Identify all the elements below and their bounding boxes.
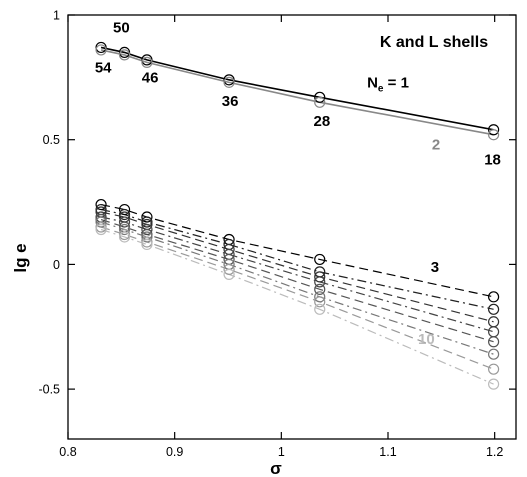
data-point bbox=[95, 223, 107, 236]
data-point bbox=[141, 211, 153, 223]
series-line-1 bbox=[100, 46, 494, 131]
series-line-6 bbox=[100, 216, 494, 333]
x-tick-label: 1.1 bbox=[379, 445, 396, 459]
data-point bbox=[314, 91, 326, 103]
y-tick-label: 0 bbox=[53, 258, 60, 272]
data-point bbox=[141, 231, 153, 243]
annotation-label: 50 bbox=[113, 19, 130, 36]
series-line-8 bbox=[100, 221, 494, 355]
annotation-label: 36 bbox=[222, 93, 239, 110]
x-axis-title: σ bbox=[270, 459, 282, 477]
data-point bbox=[314, 271, 326, 283]
x-tick-label: 0.8 bbox=[59, 445, 76, 459]
data-point bbox=[314, 296, 326, 308]
data-point bbox=[118, 203, 131, 216]
ticks-layer: 0.8 0.9 1 1.1 1.2 -0.5 0 0.5 1 bbox=[38, 9, 516, 459]
data-point bbox=[223, 263, 235, 275]
plot-frame bbox=[67, 14, 517, 440]
data-point bbox=[95, 44, 107, 56]
data-point bbox=[488, 326, 500, 338]
data-point bbox=[95, 216, 107, 228]
annotation-label: 3 bbox=[431, 259, 439, 276]
x-tick-label: 1.2 bbox=[486, 445, 503, 459]
data-point bbox=[488, 124, 500, 136]
data-point bbox=[314, 253, 326, 266]
y-tick-label: 0.5 bbox=[43, 133, 60, 147]
annotation-label: 54 bbox=[95, 59, 112, 76]
data-point bbox=[223, 76, 235, 88]
series-line-2 bbox=[100, 49, 494, 136]
data-point bbox=[141, 238, 153, 251]
series-line-7 bbox=[100, 218, 494, 343]
data-point bbox=[488, 291, 500, 303]
x-tick-label: 1 bbox=[278, 445, 285, 459]
annotation-label: 2 bbox=[432, 137, 440, 154]
series-line-3 bbox=[100, 203, 494, 298]
series-line-10 bbox=[100, 228, 494, 385]
data-point bbox=[314, 291, 326, 303]
x-tick-label: 0.9 bbox=[166, 445, 183, 459]
data-point bbox=[488, 303, 500, 315]
data-point bbox=[314, 283, 326, 295]
plot-area bbox=[67, 14, 517, 440]
data-point bbox=[118, 49, 131, 61]
data-point bbox=[314, 96, 326, 108]
data-point bbox=[488, 363, 500, 375]
marker-layer bbox=[95, 41, 500, 390]
chart-title: K and L shells bbox=[380, 34, 488, 51]
annotation-label: 18 bbox=[484, 152, 501, 169]
y-axis-title: lg e bbox=[11, 243, 30, 272]
annotation-label: 10 bbox=[418, 331, 435, 348]
annotation-label: 46 bbox=[142, 69, 159, 86]
annotation-label: 28 bbox=[314, 113, 331, 130]
data-point bbox=[118, 216, 131, 228]
y-tick-label: -0.5 bbox=[38, 383, 60, 397]
data-point bbox=[118, 223, 131, 236]
data-point bbox=[488, 129, 500, 141]
data-point bbox=[488, 348, 500, 360]
data-point bbox=[488, 378, 500, 390]
data-point bbox=[314, 276, 326, 288]
annotation-layer: 50 54 46 36 28 18 2 3 10 Ne = 1 bbox=[95, 19, 501, 348]
data-point bbox=[118, 231, 131, 243]
series-line-5 bbox=[100, 211, 494, 323]
data-point bbox=[141, 223, 153, 236]
y-tick-label: 1 bbox=[53, 9, 60, 23]
data-point bbox=[488, 336, 500, 348]
data-point bbox=[141, 56, 153, 68]
ne-label: Ne = 1 bbox=[367, 74, 409, 94]
data-point bbox=[223, 268, 235, 280]
data-point bbox=[95, 198, 107, 211]
data-point bbox=[314, 303, 326, 315]
